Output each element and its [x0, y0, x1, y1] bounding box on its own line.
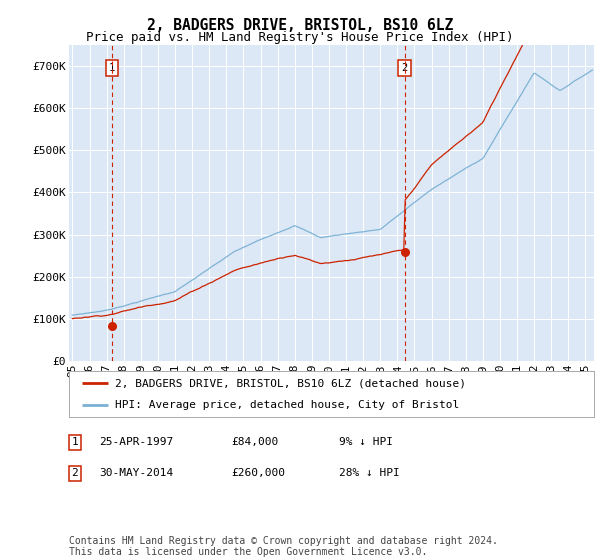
Text: 30-MAY-2014: 30-MAY-2014 — [99, 468, 173, 478]
Text: Contains HM Land Registry data © Crown copyright and database right 2024.
This d: Contains HM Land Registry data © Crown c… — [69, 535, 498, 557]
Text: 25-APR-1997: 25-APR-1997 — [99, 437, 173, 447]
Text: 1: 1 — [109, 63, 115, 73]
Text: 2: 2 — [401, 63, 407, 73]
Text: 9% ↓ HPI: 9% ↓ HPI — [339, 437, 393, 447]
Text: HPI: Average price, detached house, City of Bristol: HPI: Average price, detached house, City… — [115, 400, 460, 410]
Text: 28% ↓ HPI: 28% ↓ HPI — [339, 468, 400, 478]
Text: 2, BADGERS DRIVE, BRISTOL, BS10 6LZ: 2, BADGERS DRIVE, BRISTOL, BS10 6LZ — [147, 18, 453, 34]
Text: £260,000: £260,000 — [231, 468, 285, 478]
Text: 2: 2 — [71, 468, 79, 478]
Text: 1: 1 — [71, 437, 79, 447]
Text: 2, BADGERS DRIVE, BRISTOL, BS10 6LZ (detached house): 2, BADGERS DRIVE, BRISTOL, BS10 6LZ (det… — [115, 378, 466, 388]
Text: Price paid vs. HM Land Registry's House Price Index (HPI): Price paid vs. HM Land Registry's House … — [86, 31, 514, 44]
Text: £84,000: £84,000 — [231, 437, 278, 447]
